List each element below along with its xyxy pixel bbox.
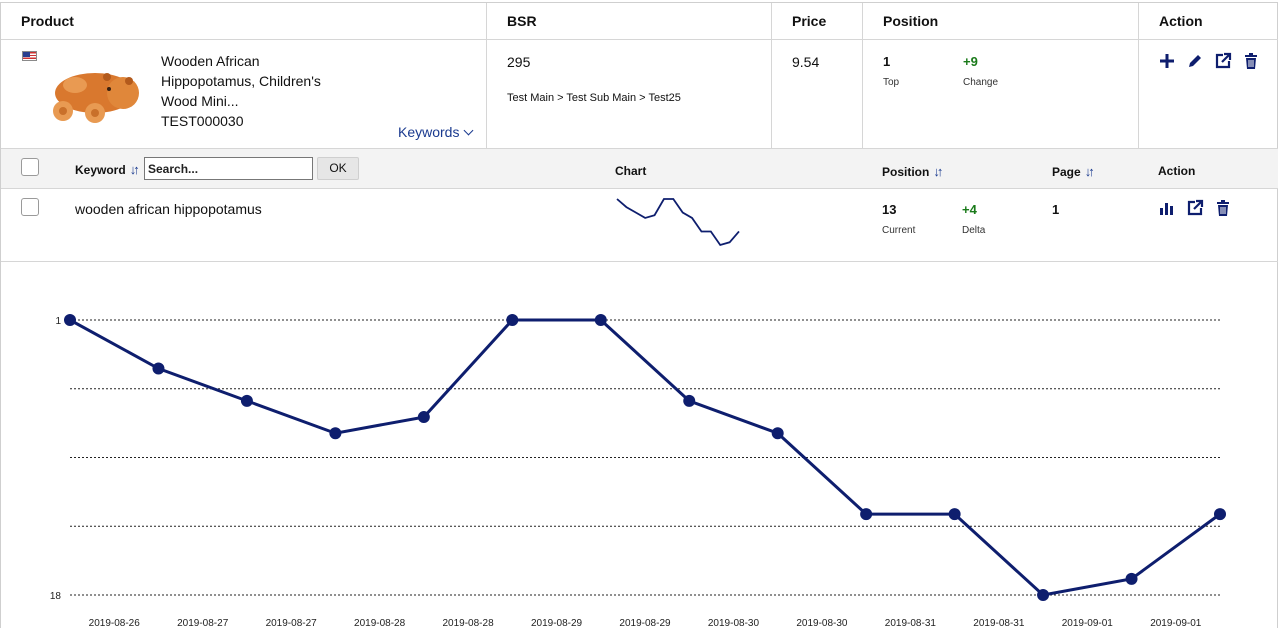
- sparkline-line: [616, 198, 740, 247]
- product-title-line: Hippopotamus, Children's: [161, 73, 321, 89]
- trash-icon[interactable]: [1214, 199, 1232, 217]
- rank-data-point[interactable]: [506, 314, 519, 326]
- keyword-text[interactable]: wooden african hippopotamus: [75, 201, 262, 217]
- x-tick-label: 2019-08-30: [796, 618, 848, 629]
- keyword-current-label: Current: [882, 225, 916, 236]
- select-all-checkbox[interactable]: [21, 158, 39, 176]
- rank-data-point[interactable]: [771, 427, 784, 440]
- x-tick-label: 2019-09-01: [1062, 618, 1114, 629]
- keyword-actions: [1158, 199, 1232, 217]
- keyword-table-header: Keyword↓↑ OK Chart Position↓↑ Page↓↑ Act…: [1, 148, 1278, 189]
- column-divider: [486, 3, 487, 148]
- rank-data-point[interactable]: [329, 427, 342, 440]
- keyword-delta-value: +4: [962, 202, 977, 217]
- product-row: Wooden African Hippopotamus, Children's …: [1, 40, 1278, 148]
- header-bsr: BSR: [507, 13, 537, 29]
- x-tick-label: 2019-08-28: [442, 618, 494, 629]
- bsr-category: Test Main > Test Sub Main > Test25: [507, 92, 681, 104]
- keywords-link-label: Keywords: [398, 124, 460, 140]
- rank-data-point[interactable]: [683, 394, 696, 407]
- rank-data-point[interactable]: [1037, 589, 1050, 601]
- pencil-icon[interactable]: [1186, 52, 1204, 70]
- y-tick-label: 18: [50, 591, 62, 602]
- x-tick-label: 2019-08-27: [177, 618, 229, 629]
- header-keyword-position[interactable]: Position ↓↑: [882, 164, 943, 179]
- product-image[interactable]: [45, 63, 141, 125]
- rank-data-point[interactable]: [1125, 572, 1138, 585]
- x-tick-label: 2019-08-31: [885, 618, 937, 629]
- header-page-label: Page: [1052, 165, 1081, 179]
- header-position-label: Position: [882, 165, 930, 179]
- position-value: 1: [883, 54, 891, 69]
- header-keyword-label: Keyword: [75, 163, 126, 177]
- header-chart: Chart: [615, 164, 647, 178]
- rank-data-point[interactable]: [594, 314, 607, 326]
- position-change-label: Change: [963, 77, 999, 88]
- x-tick-label: 2019-08-31: [973, 618, 1025, 629]
- product-title-line: Wooden African: [161, 53, 260, 69]
- header-product: Product: [21, 13, 74, 29]
- keyword-sparkline: [616, 198, 740, 247]
- header-keyword-action: Action: [1158, 164, 1196, 178]
- x-tick-label: 2019-08-27: [266, 618, 318, 629]
- keyword-delta-label: Delta: [962, 225, 986, 236]
- us-flag-icon: [22, 51, 37, 61]
- product-title[interactable]: Wooden African Hippopotamus, Children's …: [161, 51, 361, 131]
- sort-icon[interactable]: ↓↑: [1084, 164, 1095, 179]
- column-divider: [771, 3, 772, 148]
- keywords-toggle-link[interactable]: Keywords: [398, 124, 474, 140]
- external-link-icon[interactable]: [1214, 52, 1232, 70]
- keyword-row-checkbox[interactable]: [21, 198, 39, 216]
- plus-icon[interactable]: [1158, 52, 1176, 70]
- external-link-icon[interactable]: [1186, 199, 1204, 217]
- bsr-value: 295: [507, 54, 531, 70]
- price-value: 9.54: [792, 54, 820, 70]
- sort-icon[interactable]: ↓↑: [933, 164, 943, 179]
- rank-data-point[interactable]: [860, 508, 873, 521]
- header-price: Price: [792, 13, 827, 29]
- header-action: Action: [1159, 13, 1203, 29]
- x-tick-label: 2019-08-29: [531, 618, 583, 629]
- rank-data-point[interactable]: [1214, 508, 1226, 521]
- x-tick-label: 2019-08-28: [354, 618, 406, 629]
- product-actions: [1158, 52, 1260, 70]
- header-keyword[interactable]: Keyword ↓↑: [75, 162, 140, 177]
- search-ok-button[interactable]: OK: [317, 157, 359, 180]
- x-tick-label: 2019-08-30: [708, 618, 760, 629]
- product-title-line: Wood Mini...: [161, 93, 239, 109]
- rank-data-point[interactable]: [240, 394, 253, 407]
- bar-chart-icon[interactable]: [1158, 199, 1176, 217]
- rank-data-point[interactable]: [948, 508, 961, 521]
- header-position: Position: [883, 13, 939, 29]
- trash-icon[interactable]: [1242, 52, 1260, 70]
- y-tick-label: 1: [55, 316, 61, 327]
- keyword-search-input[interactable]: [144, 157, 313, 180]
- x-tick-label: 2019-09-01: [1150, 618, 1202, 629]
- rank-history-chart: 1 18 2019-08-26 2019-08-27 2019-08-27 2019-08…: [1, 263, 1278, 630]
- product-table-header: Product BSR Price Position Action: [1, 3, 1278, 40]
- header-page[interactable]: Page ↓↑: [1052, 164, 1095, 179]
- position-change-value: +9: [963, 54, 978, 69]
- keyword-page-value: 1: [1052, 202, 1060, 217]
- rank-data-point[interactable]: [64, 314, 76, 326]
- keyword-current-position: 13: [882, 202, 897, 217]
- column-divider: [1138, 3, 1139, 148]
- keyword-row: wooden african hippopotamus 13 Current +…: [1, 189, 1278, 262]
- sort-icon[interactable]: ↓↑: [129, 162, 140, 177]
- column-divider: [862, 3, 863, 148]
- rank-data-point[interactable]: [152, 362, 165, 375]
- product-sku: TEST000030: [161, 113, 244, 129]
- x-tick-label: 2019-08-26: [89, 618, 141, 629]
- x-tick-label: 2019-08-29: [619, 618, 671, 629]
- position-label: Top: [883, 77, 900, 88]
- rank-series-line: [69, 318, 1221, 597]
- rank-history-chart-svg: 1 18 2019-08-26 2019-08-27 2019-08-27 2019-08…: [50, 314, 1226, 629]
- rank-data-point[interactable]: [417, 411, 430, 424]
- chevron-down-icon: [464, 125, 474, 136]
